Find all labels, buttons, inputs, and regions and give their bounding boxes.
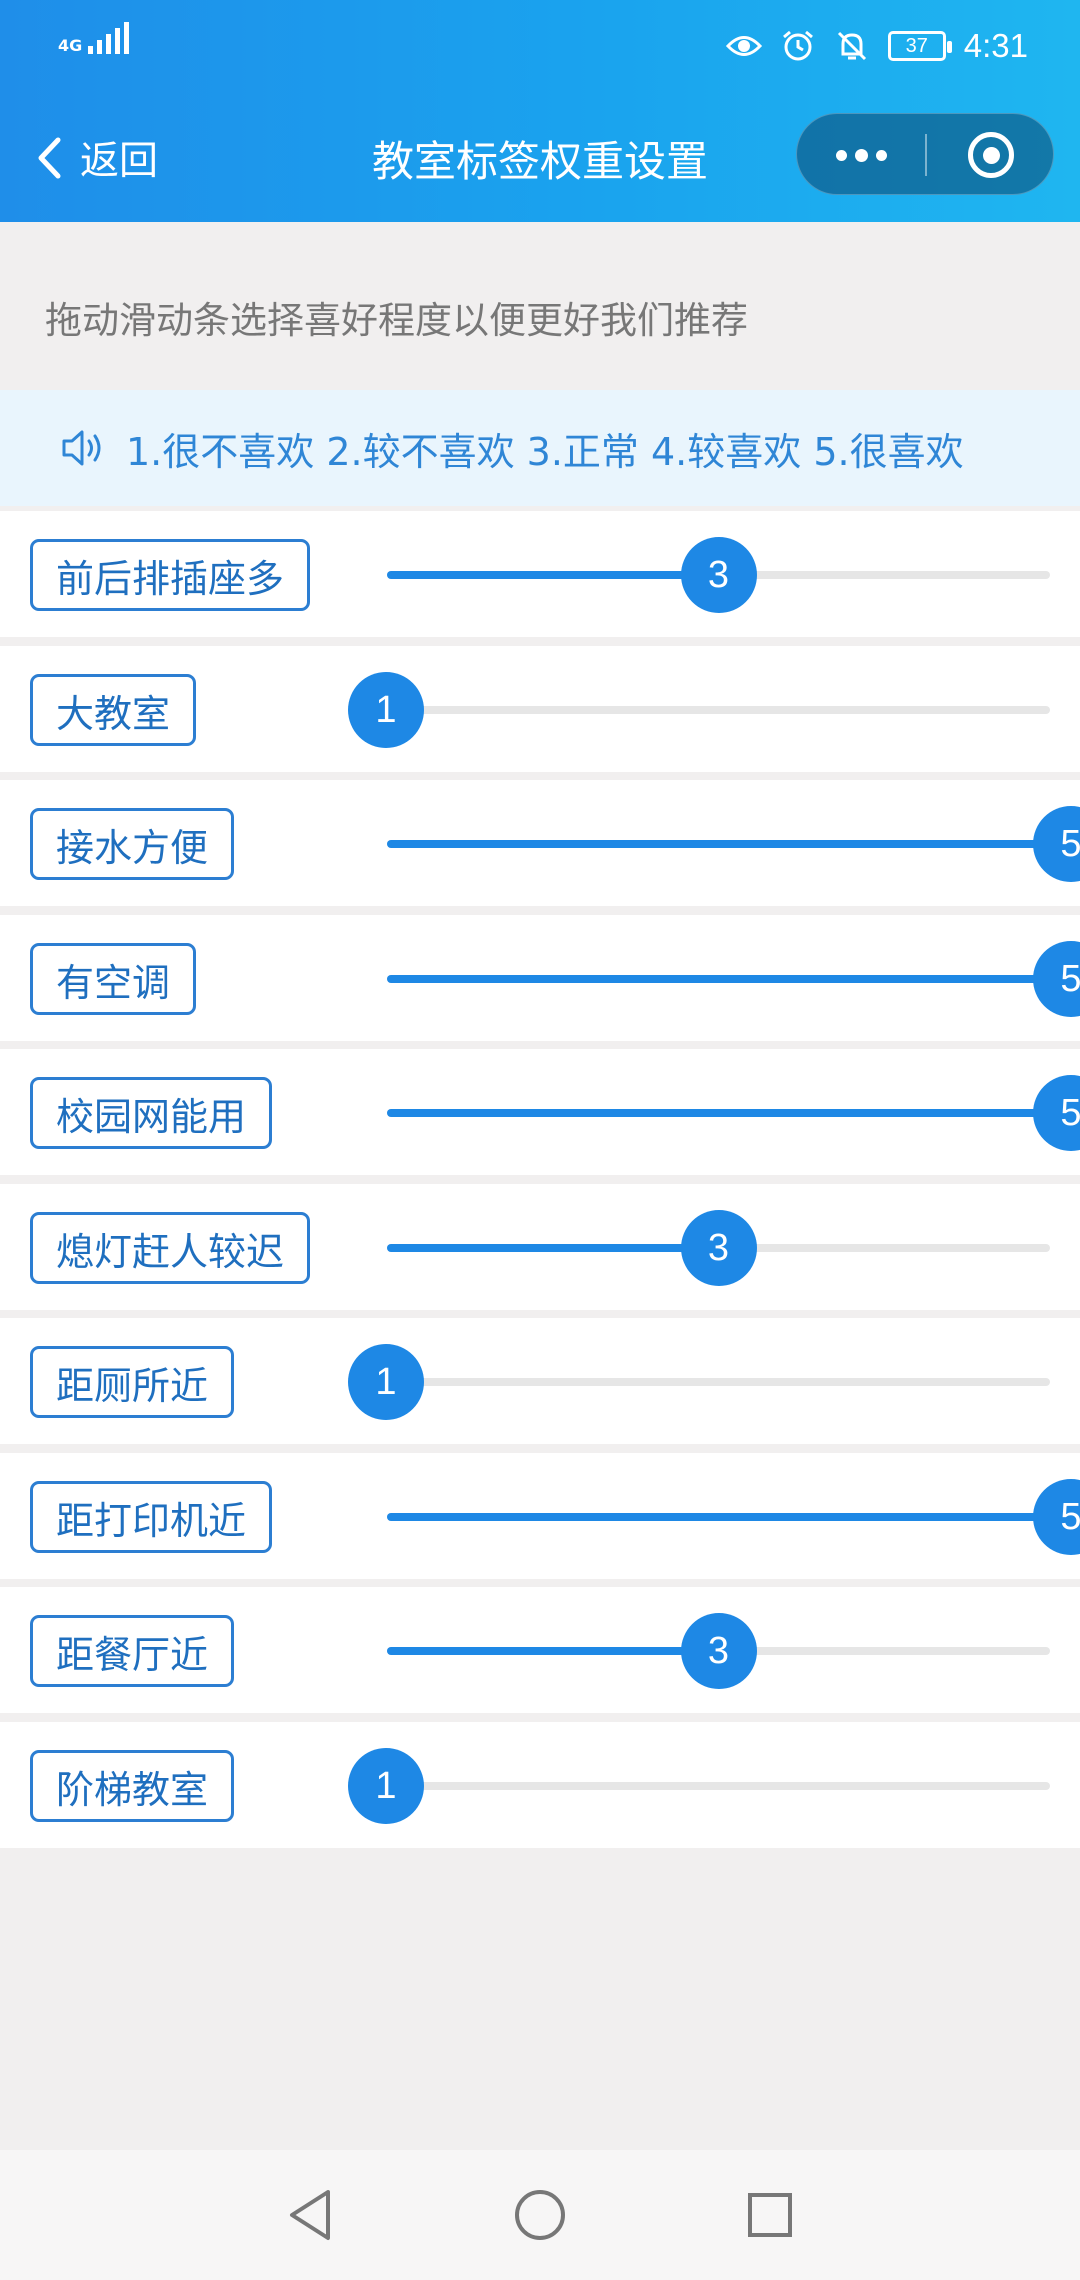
capsule-divider [925, 134, 927, 176]
preference-tag: 有空调 [30, 943, 197, 1015]
slider-thumb[interactable]: 3 [680, 1613, 757, 1689]
preference-tag: 距餐厅近 [30, 1615, 235, 1687]
back-triangle-icon[interactable] [280, 2185, 340, 2245]
bell-off-icon [834, 28, 870, 64]
preference-row: 接水方便 5 [0, 780, 1080, 906]
slider-fill [387, 1513, 1050, 1521]
preference-tag: 接水方便 [30, 808, 235, 880]
header: 4G 37 4:31 教室标签权重设置 返回 [0, 0, 1080, 222]
chevron-left-icon [38, 137, 61, 179]
preference-slider[interactable]: 5 [387, 1075, 1080, 1151]
preference-row: 熄灯赶人较迟 3 [0, 1184, 1080, 1310]
slider-fill [387, 1647, 719, 1655]
notice-text: 1.很不喜欢 2.较不喜欢 3.正常 4.较喜欢 5.很喜欢 [126, 429, 964, 474]
speaker-icon [62, 430, 101, 466]
slider-thumb[interactable]: 1 [348, 672, 424, 748]
slider-fill [387, 571, 719, 579]
slider-fill [387, 975, 1050, 983]
preference-row: 距厕所近 1 [0, 1318, 1080, 1444]
slider-thumb[interactable]: 1 [348, 1748, 424, 1824]
slider-fill [387, 1109, 1050, 1117]
status-icons: 37 4:31 [725, 22, 1028, 70]
preference-slider[interactable]: 3 [387, 537, 1050, 613]
preference-row: 阶梯教室 1 [0, 1722, 1080, 1848]
preference-tag: 距厕所近 [30, 1346, 235, 1418]
back-label: 返回 [80, 139, 159, 184]
slider-fill [387, 840, 1050, 848]
battery-level: 37 [905, 34, 928, 57]
status-bar: 4G 37 4:31 [0, 0, 1080, 92]
home-circle-icon[interactable] [510, 2185, 570, 2245]
more-dot-icon [854, 148, 868, 162]
preference-slider[interactable]: 5 [387, 806, 1080, 882]
more-button[interactable] [797, 114, 925, 196]
page-title: 教室标签权重设置 [371, 137, 708, 186]
preference-slider[interactable]: 3 [387, 1613, 1050, 1689]
preference-slider[interactable]: 5 [387, 1479, 1080, 1555]
slider-thumb[interactable]: 5 [1033, 1075, 1080, 1151]
preference-tag: 距打印机近 [30, 1481, 273, 1553]
preference-tag: 熄灯赶人较迟 [30, 1212, 311, 1284]
preference-tag: 阶梯教室 [30, 1750, 235, 1822]
back-button[interactable]: 返回 [36, 130, 158, 186]
preference-slider[interactable]: 1 [348, 1748, 1050, 1824]
eye-icon [725, 28, 762, 64]
slider-thumb[interactable]: 5 [1033, 806, 1080, 882]
battery-icon: 37 [887, 31, 952, 61]
network-label: 4G [58, 36, 83, 55]
preference-slider[interactable]: 1 [348, 1344, 1050, 1420]
slider-thumb[interactable]: 5 [1033, 941, 1080, 1017]
slider-thumb[interactable]: 5 [1033, 1479, 1080, 1555]
preference-row: 距餐厅近 3 [0, 1587, 1080, 1713]
preference-row: 距打印机近 5 [0, 1453, 1080, 1579]
signal-icon [88, 22, 130, 54]
more-dot-icon [835, 149, 847, 161]
system-navigation-bar [0, 2150, 1080, 2280]
clock: 4:31 [963, 27, 1028, 64]
close-miniprogram-button[interactable] [927, 114, 1055, 196]
preference-tag: 大教室 [30, 674, 197, 746]
more-dot-icon [875, 149, 887, 161]
intro-text: 拖动滑动条选择喜好程度以便更好我们推荐 [45, 299, 748, 342]
preference-slider[interactable]: 5 [387, 941, 1080, 1017]
target-icon [968, 132, 1014, 178]
slider-thumb[interactable]: 3 [680, 1210, 757, 1286]
network-status: 4G [58, 22, 130, 55]
slider-thumb[interactable]: 1 [348, 1344, 424, 1420]
alarm-icon [780, 28, 816, 64]
slider-fill [387, 1244, 719, 1252]
recents-square-icon[interactable] [740, 2185, 800, 2245]
notice-bar: 1.很不喜欢 2.较不喜欢 3.正常 4.较喜欢 5.很喜欢 [0, 390, 1080, 506]
nav-bar: 教室标签权重设置 返回 [0, 110, 1080, 200]
slider-thumb[interactable]: 3 [680, 537, 757, 613]
preference-slider[interactable]: 1 [348, 672, 1050, 748]
preference-tag: 校园网能用 [30, 1077, 273, 1149]
preference-slider[interactable]: 3 [387, 1210, 1050, 1286]
preference-tag: 前后排插座多 [30, 539, 311, 611]
preference-row: 校园网能用 5 [0, 1049, 1080, 1175]
preference-row: 大教室 1 [0, 646, 1080, 772]
capsule-menu [796, 113, 1054, 195]
preference-row: 前后排插座多 3 [0, 511, 1080, 637]
preference-row: 有空调 5 [0, 915, 1080, 1041]
